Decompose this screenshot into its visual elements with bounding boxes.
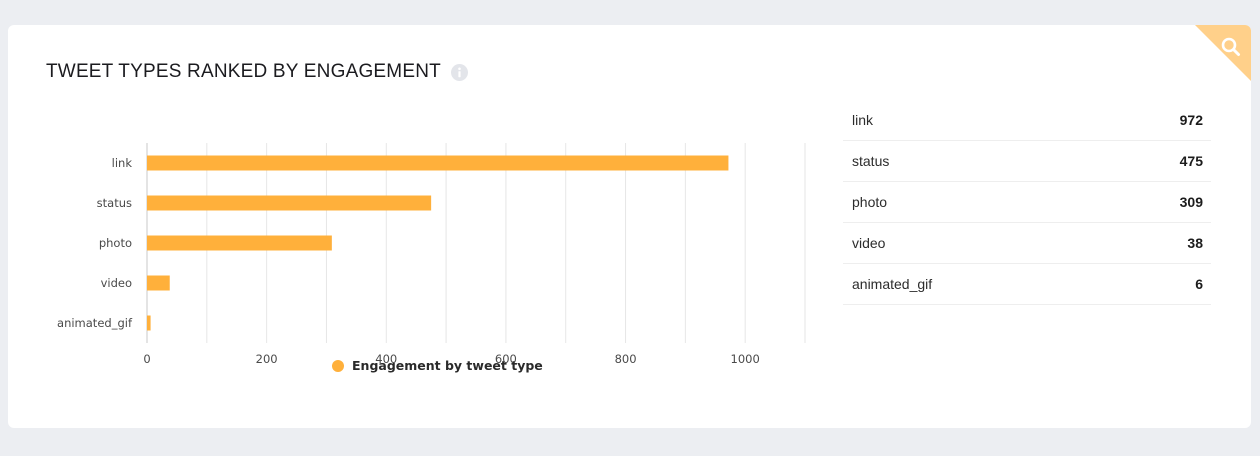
legend-item[interactable]: Engagement by tweet type [332, 358, 543, 373]
x-tick-label: 600 [495, 352, 517, 366]
title-row: TWEET TYPES RANKED BY ENGAGEMENT [46, 61, 468, 83]
table-row: photo 309 [843, 182, 1211, 223]
bar [147, 195, 432, 211]
row-value: 309 [1179, 194, 1203, 210]
row-label: animated_gif [852, 276, 933, 292]
row-label: status [852, 153, 890, 169]
corner-triangle [1195, 25, 1251, 81]
row-value: 972 [1179, 112, 1203, 128]
table-row: animated_gif 6 [843, 264, 1211, 305]
corner-search-button[interactable] [1195, 25, 1251, 81]
bar [147, 155, 729, 171]
bar [147, 235, 332, 251]
table-row: status 475 [843, 141, 1211, 182]
chart-card: TWEET TYPES RANKED BY ENGAGEMENT 0 200 400… [8, 25, 1251, 428]
category-label: status [97, 196, 132, 210]
chart-title: TWEET TYPES RANKED BY ENGAGEMENT [46, 61, 441, 82]
row-value: 38 [1187, 235, 1203, 251]
row-label: photo [852, 194, 888, 210]
table-row: video 38 [843, 223, 1211, 264]
category-label: photo [99, 236, 132, 250]
bar-chart-svg: 0 200 400 600 800 1000 link status photo video ani… [57, 143, 806, 366]
row-label: video [852, 235, 886, 251]
legend-label: Engagement by tweet type [352, 358, 543, 373]
x-tick-label: 200 [256, 352, 278, 366]
row-value: 6 [1195, 276, 1203, 292]
bar [147, 275, 170, 291]
x-tick-label: 400 [375, 352, 397, 366]
x-tick-label: 800 [615, 352, 637, 366]
info-icon[interactable] [450, 63, 468, 81]
x-tick-label: 0 [143, 352, 150, 366]
row-value: 475 [1179, 153, 1203, 169]
search-icon [1221, 37, 1240, 56]
category-label: video [101, 276, 132, 290]
engagement-table: link 972 status 475 photo 309 video 38 animated_… [843, 100, 1211, 305]
x-tick-label: 1000 [731, 352, 760, 366]
table-row: link 972 [843, 100, 1211, 141]
bar [147, 315, 151, 331]
category-label: link [112, 156, 133, 170]
bar-chart: 0 200 400 600 800 1000 link status photo video ani… [48, 135, 828, 375]
legend-marker [332, 359, 344, 372]
category-label: animated_gif [57, 316, 133, 330]
row-label: link [852, 112, 874, 128]
